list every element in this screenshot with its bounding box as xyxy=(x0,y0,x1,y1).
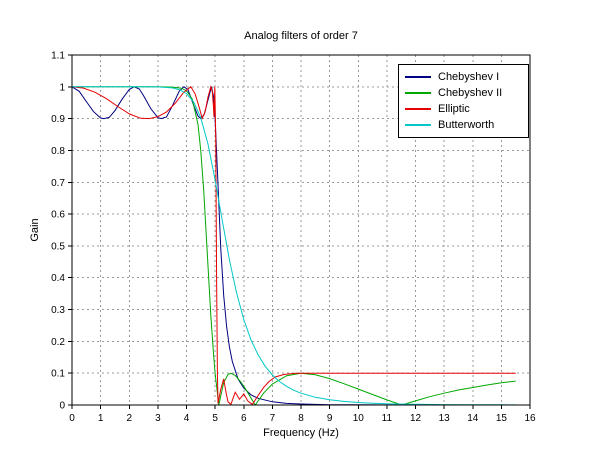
y-tick-label: 0 xyxy=(59,401,65,412)
plot-border xyxy=(71,54,531,406)
x-tick-label: 9 xyxy=(327,413,333,424)
legend-item-chebyshev-i: Chebyshev I xyxy=(405,71,522,83)
x-tick-label: 5 xyxy=(212,413,218,424)
y-tick-label: 0.6 xyxy=(51,210,65,221)
y-tick-label: 0.8 xyxy=(51,146,65,157)
legend-label-butterworth: Butterworth xyxy=(438,119,495,131)
y-tick-label: 1.1 xyxy=(51,51,65,62)
series-line-elliptic xyxy=(71,85,516,406)
y-tick-label: 0.7 xyxy=(51,178,65,189)
x-tick-label: 11 xyxy=(382,413,393,424)
x-tick-label: 12 xyxy=(410,413,422,424)
legend-label-chebyshev-ii: Chebyshev II xyxy=(438,87,503,99)
y-tick-label: 0.4 xyxy=(51,273,65,284)
y-tick-label: 0.9 xyxy=(51,114,65,125)
legend-line-sample-butterworth xyxy=(405,124,431,126)
y-tick-label: 0.3 xyxy=(51,305,65,316)
x-axis-label: Frequency (Hz) xyxy=(263,427,339,439)
y-tick-label: 0.1 xyxy=(51,369,65,380)
series-line-butterworth xyxy=(72,86,516,406)
x-tick-label: 15 xyxy=(496,413,508,424)
legend-item-butterworth: Butterworth xyxy=(405,119,522,131)
legend-label-chebyshev-i: Chebyshev I xyxy=(438,71,500,83)
legend-item-elliptic: Elliptic xyxy=(405,103,522,115)
y-tick-label: 0.2 xyxy=(51,337,65,348)
x-tick-label: 1 xyxy=(98,413,104,424)
x-tick-label: 4 xyxy=(184,413,190,424)
x-tick-label: 2 xyxy=(126,413,132,424)
x-tick-label: 16 xyxy=(524,413,536,424)
legend-item-chebyshev-ii: Chebyshev II xyxy=(405,87,522,99)
x-tick-label: 3 xyxy=(155,413,161,424)
x-tick-label: 13 xyxy=(439,413,451,424)
series-line-chebyshev-i xyxy=(71,86,516,406)
x-tick-label: 0 xyxy=(69,413,75,424)
legend: Chebyshev I Chebyshev II Elliptic Butterwor… xyxy=(398,64,529,138)
x-tick-label: 10 xyxy=(353,413,365,424)
legend-line-sample-chebyshev-i xyxy=(405,76,431,78)
x-tick-label: 14 xyxy=(467,413,479,424)
x-tick-label: 8 xyxy=(298,413,304,424)
chart-title: Analog filters of order 7 xyxy=(244,30,358,42)
legend-line-sample-elliptic xyxy=(405,108,431,110)
legend-line-sample-chebyshev-ii xyxy=(405,92,431,94)
y-axis-label: Gain xyxy=(29,218,41,241)
legend-label-elliptic: Elliptic xyxy=(438,103,470,115)
x-tick-label: 7 xyxy=(270,413,276,424)
series-line-chebyshev-ii xyxy=(72,86,516,406)
x-tick-label: 6 xyxy=(241,413,247,424)
y-tick-label: 1 xyxy=(59,82,65,93)
y-tick-label: 0.5 xyxy=(51,241,65,252)
